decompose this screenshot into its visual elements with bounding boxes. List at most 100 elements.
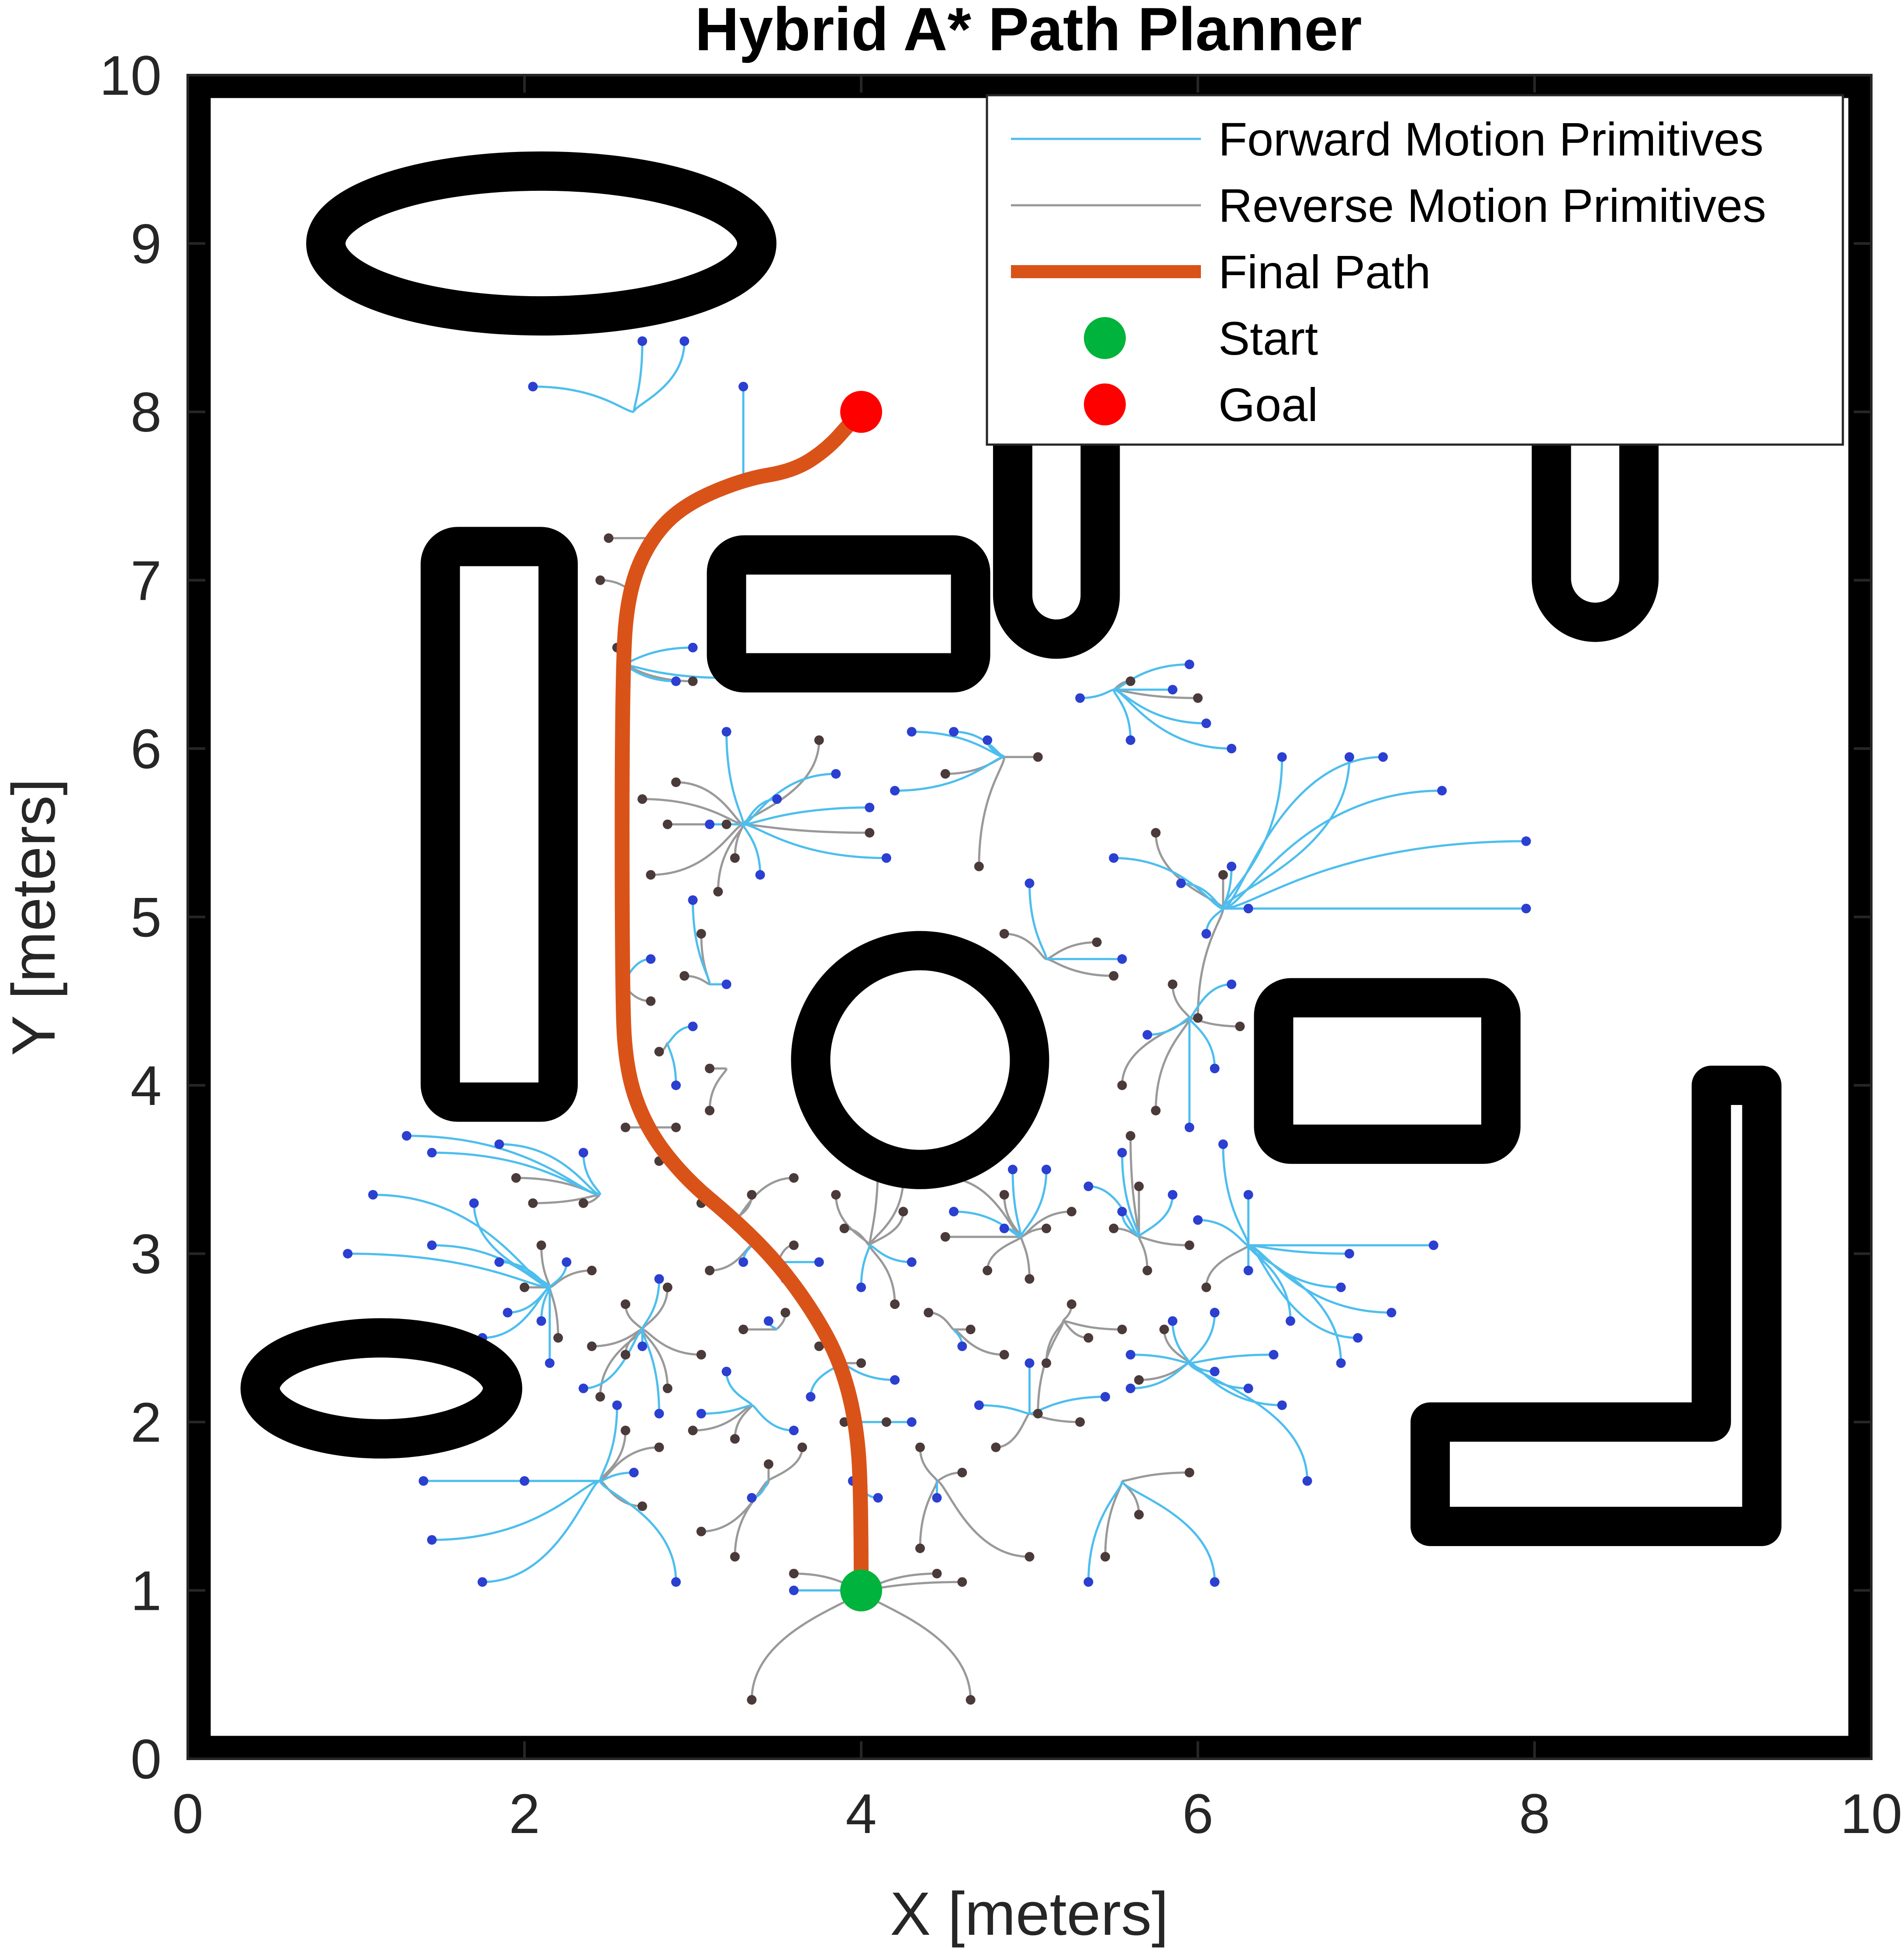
forward-endpoint (1075, 693, 1085, 703)
forward-endpoint (1024, 878, 1035, 888)
legend: Forward Motion Primitives Reverse Motion … (986, 94, 1844, 446)
reverse-endpoint (1168, 979, 1178, 989)
forward-endpoint (494, 1257, 504, 1267)
forward-endpoint (671, 676, 681, 686)
reverse-endpoint (646, 870, 656, 880)
forward-endpoint (1117, 1207, 1127, 1217)
obstacle-circle (791, 931, 1049, 1189)
reverse-primitive-curve (1205, 1244, 1250, 1288)
forward-endpoint (1277, 1400, 1287, 1410)
reverse-primitive-curve (1020, 1236, 1031, 1279)
forward-primitive-curve (431, 1480, 600, 1541)
forward-endpoint (1344, 1249, 1354, 1259)
forward-primitive-curve (895, 756, 1005, 792)
y-tick-label: 10 (100, 45, 162, 107)
reverse-endpoint (621, 1299, 631, 1309)
forward-endpoint (1428, 1240, 1438, 1250)
forward-endpoint (1201, 929, 1211, 939)
reverse-endpoint (1100, 1552, 1110, 1562)
reverse-endpoint (1117, 1324, 1127, 1334)
reverse-endpoint (587, 1341, 597, 1351)
forward-endpoint (637, 1341, 647, 1351)
forward-endpoint (1227, 744, 1237, 753)
reverse-primitive-curve (708, 1068, 728, 1111)
forward-endpoint (1168, 685, 1178, 695)
reverse-endpoint (688, 676, 698, 686)
reverse-primitive-curve (1063, 1320, 1122, 1331)
legend-marker-3 (1084, 317, 1126, 359)
forward-endpoint (629, 1467, 639, 1478)
start-goal-markers-layer (840, 391, 882, 1612)
forward-endpoint (1125, 1383, 1135, 1393)
x-tick-label: 2 (509, 1783, 540, 1845)
reverse-endpoint (621, 1426, 631, 1436)
forward-primitive-curve (582, 1153, 601, 1195)
y-tick-label: 2 (131, 1391, 162, 1454)
reverse-endpoint (1125, 676, 1135, 686)
obstacle-rectangle (707, 535, 990, 693)
reverse-endpoint (604, 533, 614, 543)
reverse-endpoint (671, 1122, 681, 1132)
forward-endpoint (907, 1417, 917, 1427)
forward-endpoint (637, 336, 647, 346)
reverse-endpoint (957, 1467, 967, 1478)
forward-endpoint (427, 1148, 437, 1158)
forward-primitive-curve (1121, 1153, 1140, 1237)
forward-primitive-curve (1020, 1169, 1048, 1237)
forward-endpoint (721, 727, 731, 737)
forward-endpoint (418, 1476, 428, 1486)
forward-endpoint (1277, 752, 1287, 762)
forward-endpoint (865, 802, 875, 812)
x-tick-label: 0 (172, 1783, 203, 1845)
reverse-primitive-curve (1171, 984, 1191, 1018)
forward-primitive-curve (348, 1253, 550, 1289)
x-tick-label: 10 (1840, 1783, 1902, 1845)
forward-endpoint (688, 895, 698, 905)
obstacle-u-slot (993, 392, 1120, 659)
forward-primitive-curve (1222, 866, 1233, 909)
reverse-endpoint (705, 1266, 715, 1276)
reverse-endpoint (621, 1122, 631, 1132)
forward-endpoint (789, 1426, 799, 1436)
forward-primitive-curve (1223, 789, 1442, 910)
forward-primitive-curve (600, 1471, 634, 1482)
forward-primitive-curve (1147, 1017, 1190, 1036)
forward-endpoint (1243, 1266, 1253, 1276)
forward-primitive-curve (1113, 688, 1232, 750)
x-tick-label: 4 (845, 1783, 876, 1845)
reverse-endpoint (831, 1190, 841, 1200)
reverse-endpoint (1159, 1324, 1169, 1334)
forward-endpoint (612, 1400, 622, 1410)
y-tick-label: 6 (131, 718, 162, 780)
reverse-endpoint (983, 1266, 993, 1276)
forward-endpoint (671, 1081, 681, 1090)
reverse-endpoint (595, 575, 605, 585)
forward-primitive-curve (641, 1329, 660, 1414)
reverse-endpoint (646, 996, 656, 1006)
y-tick-label: 3 (131, 1223, 162, 1286)
forward-endpoint (469, 1198, 479, 1208)
reverse-endpoint (999, 1190, 1009, 1200)
forward-endpoint (1168, 1316, 1178, 1326)
forward-endpoint (1302, 1476, 1312, 1486)
reverse-endpoint (696, 1350, 706, 1360)
forward-primitive-curve (911, 730, 1004, 758)
forward-endpoint (1210, 1063, 1220, 1074)
reverse-endpoint (621, 1350, 631, 1360)
reverse-endpoint (654, 1046, 664, 1056)
forward-primitive-curve (499, 1261, 550, 1289)
reverse-endpoint (730, 1552, 740, 1562)
reverse-endpoint (637, 794, 647, 804)
reverse-endpoint (1033, 752, 1043, 762)
forward-endpoint (343, 1249, 353, 1259)
forward-endpoint (890, 786, 900, 796)
reverse-endpoint (957, 1577, 967, 1587)
forward-primitive-curve (1087, 1481, 1124, 1582)
y-tick-label: 4 (131, 1055, 162, 1117)
obstacle-rectangle (421, 527, 578, 1122)
reverse-endpoint (1151, 828, 1161, 838)
final-path-layer (614, 404, 869, 1598)
reverse-endpoint (738, 1324, 748, 1334)
reverse-endpoint (915, 1543, 925, 1554)
reverse-endpoint (999, 1350, 1009, 1360)
